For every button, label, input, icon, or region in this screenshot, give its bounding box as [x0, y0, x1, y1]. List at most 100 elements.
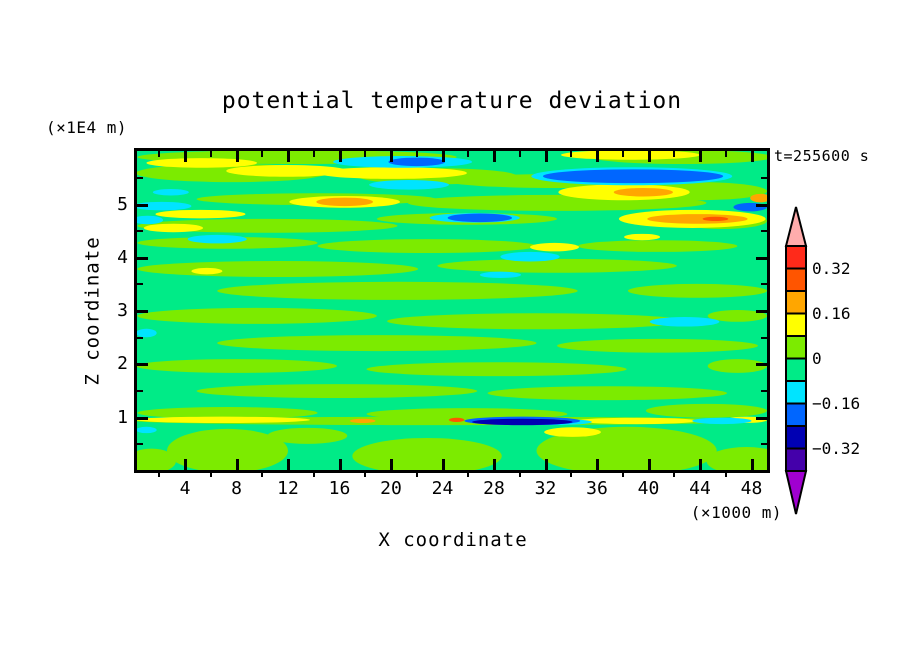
x-minor-tick-bottom	[518, 473, 521, 477]
colorbar-label: −0.32	[812, 438, 861, 458]
x-minor-tick-bottom	[415, 473, 418, 477]
x-major-tick-bottom	[647, 459, 651, 470]
x-major-tick-top	[441, 151, 445, 162]
contour-streak-cyan	[692, 417, 752, 425]
chart-title: potential temperature deviation	[221, 88, 683, 114]
y-minor-tick-right	[761, 336, 767, 339]
x-minor-tick-top	[415, 151, 418, 157]
x-tick-label: 44	[689, 478, 711, 499]
x-major-tick-bottom	[338, 459, 342, 470]
colorbar-over-arrow	[784, 206, 808, 247]
contour-streak-cyan	[137, 328, 157, 338]
x-minor-tick-bottom	[673, 473, 676, 477]
x-major-tick-bottom	[750, 459, 754, 470]
contour-streak-chartreuse	[217, 281, 578, 300]
contour-streak-chartreuse	[166, 428, 288, 470]
colorbar	[784, 206, 808, 515]
contour-streak-orangered	[448, 417, 465, 422]
contour-streak-chartreuse	[707, 310, 767, 322]
x-major-tick-bottom	[544, 459, 548, 470]
x-tick-label: 32	[534, 478, 557, 499]
contour-streak-yellow	[544, 427, 601, 437]
colorbar-segment	[785, 267, 807, 292]
x-minor-tick-bottom	[158, 473, 161, 477]
x-major-tick-top	[544, 151, 548, 162]
x-tick-label: 16	[328, 478, 351, 499]
contour-streak-chartreuse	[536, 426, 717, 470]
x-tick-label: 20	[380, 478, 402, 499]
y-minor-tick-right	[761, 443, 767, 446]
contour-streak-chartreuse	[437, 258, 677, 273]
x-minor-tick-top	[364, 151, 367, 157]
contour-streak-orange	[349, 418, 376, 424]
x-tick-label: 48	[740, 478, 763, 499]
y-minor-tick-left	[137, 390, 143, 393]
x-tick-label: 24	[431, 478, 454, 499]
contour-streak-yellow	[530, 242, 579, 252]
x-tick-label: 12	[277, 478, 299, 499]
contour-streak-chartreuse	[627, 283, 767, 298]
contour-streak-yellow	[226, 165, 348, 177]
y-major-tick-right	[756, 363, 767, 367]
contour-field	[137, 151, 767, 470]
x-major-tick-top	[596, 151, 599, 162]
y-major-tick-left	[137, 256, 148, 260]
x-minor-tick-bottom	[209, 473, 212, 477]
x-minor-tick-bottom	[570, 473, 573, 477]
x-tick-label: 4	[179, 478, 191, 499]
x-minor-tick-top	[467, 151, 470, 157]
y-axis-unit-label: (×1E4 m)	[46, 118, 128, 137]
contour-streak-yellow	[137, 416, 310, 424]
contour-streak-yellow	[560, 151, 700, 160]
contour-streak-cyan	[137, 201, 192, 211]
x-minor-tick-top	[518, 151, 521, 157]
contour-streak-blue	[542, 169, 724, 184]
x-major-tick-top	[493, 151, 496, 162]
colorbar-segment	[785, 312, 807, 337]
colorbar-label: −0.16	[812, 393, 861, 413]
y-tick-label: 3	[117, 300, 128, 322]
x-minor-tick-bottom	[364, 473, 367, 477]
colorbar-segment	[785, 290, 807, 315]
contour-streak-chartreuse	[557, 338, 758, 353]
x-minor-tick-bottom	[467, 473, 470, 477]
contour-streak-chartreuse	[645, 403, 767, 418]
x-tick-label: 28	[483, 478, 505, 499]
y-minor-tick-left	[137, 176, 143, 179]
x-major-tick-bottom	[596, 459, 599, 470]
x-minor-tick-top	[261, 151, 264, 157]
contour-streak-chartreuse	[137, 407, 318, 419]
y-major-tick-right	[756, 416, 767, 420]
y-minor-tick-right	[761, 230, 767, 233]
x-tick-label: 40	[637, 478, 660, 499]
y-major-tick-left	[137, 363, 148, 367]
x-minor-tick-bottom	[312, 473, 315, 477]
y-minor-tick-left	[137, 336, 143, 339]
contour-streak-chartreuse	[366, 362, 627, 377]
contour-streak-navy	[472, 418, 573, 426]
contour-streak-chartreuse	[137, 218, 398, 233]
colorbar-label: 0.16	[812, 303, 851, 323]
contour-streak-chartreuse	[137, 448, 176, 470]
contour-streak-blue	[388, 157, 446, 167]
contour-streak-orange	[750, 193, 767, 203]
contour-streak-yellow	[191, 267, 223, 275]
contour-streak-chartreuse	[196, 384, 478, 398]
colorbar-segment	[785, 335, 807, 360]
x-minor-tick-top	[673, 151, 676, 157]
y-minor-tick-right	[761, 283, 767, 286]
x-major-tick-bottom	[287, 459, 290, 470]
contour-streak-chartreuse	[487, 386, 728, 401]
contour-streak-orange	[647, 214, 748, 224]
x-axis-unit-label: (×1000 m)	[690, 503, 782, 522]
contour-streak-cyan	[187, 234, 247, 244]
x-major-tick-bottom	[390, 459, 393, 470]
y-minor-tick-left	[137, 443, 143, 446]
contour-streak-chartreuse	[317, 239, 537, 254]
contour-streak-cyan	[649, 316, 720, 327]
y-tick-label: 5	[117, 193, 128, 215]
contour-streak-cyan	[137, 215, 164, 225]
x-major-tick-top	[235, 151, 239, 162]
x-minor-tick-top	[724, 151, 727, 157]
y-minor-tick-right	[761, 176, 767, 179]
